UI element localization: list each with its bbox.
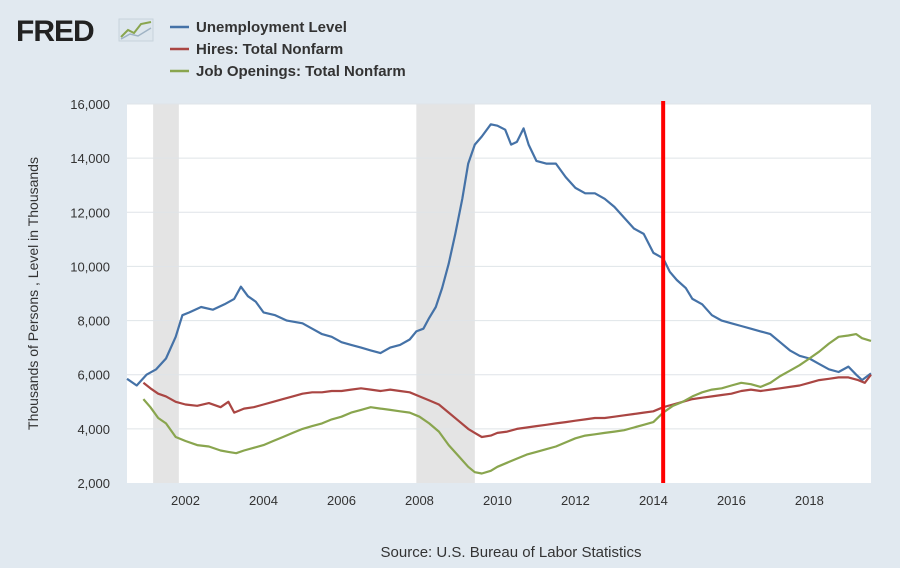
y-tick-label: 10,000 (70, 259, 110, 274)
legend-label-1: Unemployment Level (196, 19, 347, 36)
y-axis-title: Thousands of Persons , Level in Thousand… (25, 157, 41, 430)
y-tick-label: 4,000 (77, 422, 110, 437)
recession-band-1 (153, 104, 179, 483)
y-tick-label: 12,000 (70, 205, 110, 220)
fred-logo[interactable]: FRED (16, 15, 154, 48)
legend: Unemployment Level Hires: Total Nonfarm Jo… (170, 19, 406, 80)
y-tick-label: 2,000 (77, 476, 110, 491)
y-tick-label: 6,000 (77, 368, 110, 383)
gridlines (127, 103, 871, 430)
series-line-2 (142, 374, 872, 439)
series-line-3 (142, 333, 872, 475)
x-tick-label: 2004 (249, 493, 278, 508)
y-axis-ticks: 2,000 4,000 6,000 8,000 10,000 12,000 14,000 16… (70, 97, 110, 491)
y-tick-label: 16,000 (70, 97, 110, 112)
recession-bands (153, 104, 475, 483)
x-tick-label: 2012 (561, 493, 590, 508)
x-tick-label: 2008 (405, 493, 434, 508)
x-tick-label: 2010 (483, 493, 512, 508)
y-tick-label: 14,000 (70, 151, 110, 166)
x-tick-label: 2006 (327, 493, 356, 508)
series-lines (126, 123, 872, 475)
legend-label-3: Job Openings: Total Nonfarm (196, 63, 406, 80)
x-tick-label: 2002 (171, 493, 200, 508)
x-tick-label: 2018 (795, 493, 824, 508)
plot-area (127, 104, 871, 483)
recession-band-2 (416, 104, 475, 483)
series-line-1 (126, 123, 872, 387)
legend-label-2: Hires: Total Nonfarm (196, 41, 343, 58)
x-axis-ticks: 2002 2004 2006 2008 2010 2012 2014 2016 2018 (171, 493, 824, 508)
y-tick-label: 8,000 (77, 314, 110, 329)
x-tick-label: 2014 (639, 493, 668, 508)
source-note: Source: U.S. Bureau of Labor Statistics (381, 544, 642, 561)
trend-icon (118, 18, 154, 42)
x-tick-label: 2016 (717, 493, 746, 508)
fred-logo-text: FRED (16, 15, 94, 48)
